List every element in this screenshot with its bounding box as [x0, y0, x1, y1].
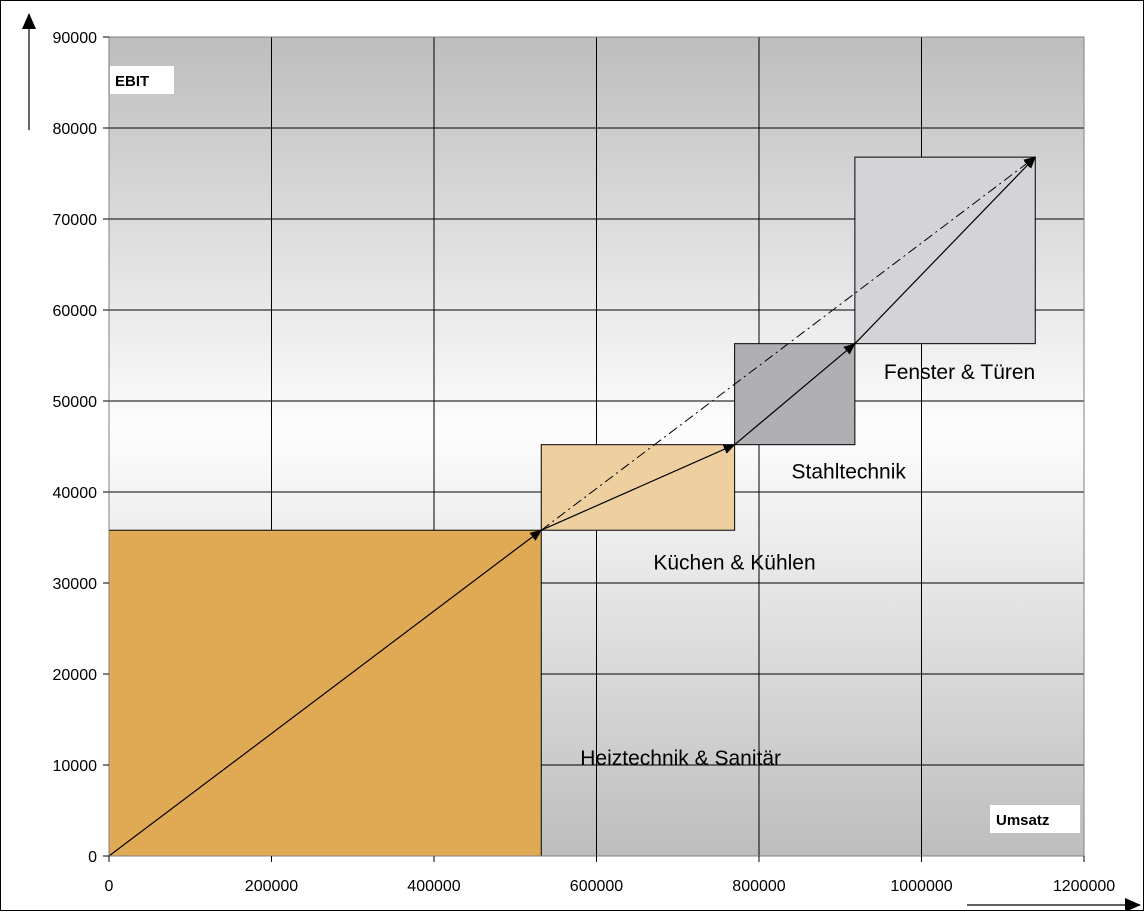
xlabel-box — [990, 805, 1080, 833]
tick-labels: 0 10000 20000 30000 40000 50000 60000 70000 8000… — [53, 30, 1116, 895]
segment-label: Stahltechnik — [792, 460, 907, 483]
x-tick-label: 800000 — [732, 878, 785, 895]
segment-label: Fenster & Türen — [884, 361, 1035, 384]
y-tick-label: 60000 — [53, 303, 98, 320]
y-tick-label: 40000 — [53, 485, 98, 502]
y-tick-label: 20000 — [53, 667, 98, 684]
path-arrow — [541, 444, 736, 531]
x-tick-label: 0 — [105, 878, 114, 895]
y-tick-label: 10000 — [53, 758, 98, 775]
x-tick-label: 1000000 — [890, 878, 952, 895]
x-tick-label: 200000 — [245, 878, 298, 895]
y-tick-label: 50000 — [53, 394, 98, 411]
y-tick-label: 70000 — [53, 212, 98, 229]
path-lines — [108, 156, 1037, 857]
x-tick-label: 400000 — [407, 878, 460, 895]
y-tick-label: 30000 — [53, 576, 98, 593]
path-arrow — [734, 343, 856, 446]
y-tick-label: 80000 — [53, 121, 98, 138]
x-tick-label: 600000 — [570, 878, 623, 895]
segment-label: Küchen & Kühlen — [653, 551, 815, 574]
ylabel-box — [110, 66, 174, 94]
path-arrow — [854, 156, 1036, 345]
y-tick-label: 0 — [88, 849, 97, 866]
path-arrow — [108, 529, 543, 857]
segment-label: Heiztechnik & Sanitär — [580, 747, 781, 770]
y-tick-label: 90000 — [53, 30, 98, 47]
x-axis-label: Umsatz — [996, 812, 1049, 829]
y-axis-label: EBIT — [115, 73, 149, 90]
x-tick-label: 1200000 — [1053, 878, 1115, 895]
segment-labels: Heiztechnik & Sanitär Küchen & Kühlen Stah… — [580, 361, 1035, 770]
dashdot-arrow — [540, 156, 1037, 531]
